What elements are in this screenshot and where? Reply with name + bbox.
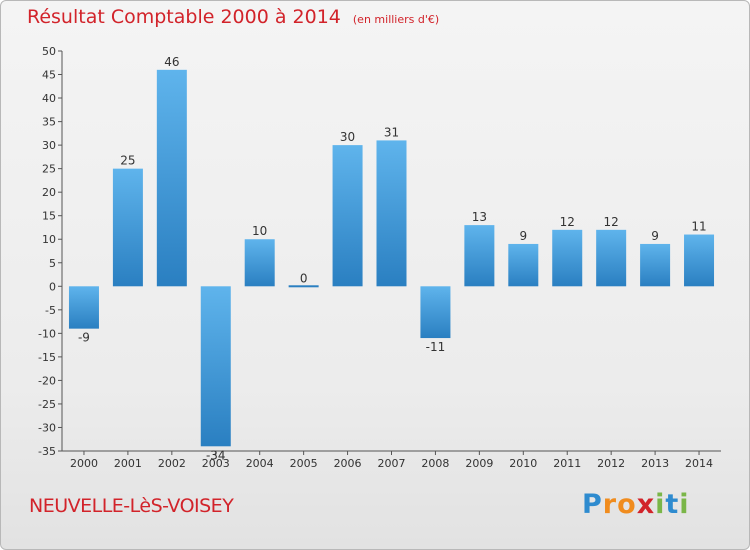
y-tick-label: 20 [42, 186, 56, 199]
y-tick-label: 15 [42, 210, 56, 223]
data-label: 30 [340, 130, 355, 144]
data-label: 10 [252, 224, 267, 238]
x-tick-label: 2008 [421, 457, 449, 470]
logo-letter: i [655, 489, 666, 520]
y-tick-label: 25 [42, 163, 56, 176]
x-tick-label: 2005 [290, 457, 318, 470]
y-tick-label: -5 [45, 304, 56, 317]
commune-name: NEUVELLE-LèS-VOISEY [29, 495, 234, 517]
bar [376, 140, 407, 287]
bar [288, 285, 319, 288]
bar [244, 239, 275, 287]
bar [464, 225, 495, 287]
x-tick-label: 2006 [334, 457, 362, 470]
y-tick-label: 30 [42, 139, 56, 152]
chart-title: Résultat Comptable 2000 à 2014 [27, 6, 341, 28]
bar [68, 286, 99, 329]
chart-subtitle: (en milliers d'€) [352, 13, 440, 26]
x-tick-label: 2002 [158, 457, 186, 470]
bar [552, 229, 583, 287]
data-label: 0 [300, 271, 308, 285]
data-label: 12 [604, 215, 619, 229]
bar [156, 69, 187, 287]
data-label: -34 [206, 448, 226, 462]
y-tick-label: -25 [38, 398, 56, 411]
logo-letter: t [665, 489, 680, 520]
y-tick-label: 0 [49, 280, 56, 293]
chart-bars [68, 69, 715, 447]
bar [200, 286, 231, 447]
data-label: 12 [560, 215, 575, 229]
data-label: -9 [78, 331, 90, 345]
logo-letter: x [636, 489, 656, 520]
data-label: 11 [691, 220, 706, 234]
y-tick-label: 5 [49, 257, 56, 270]
y-tick-label: -15 [38, 351, 56, 364]
bar [420, 286, 451, 339]
bar [332, 145, 363, 287]
x-tick-label: 2010 [509, 457, 537, 470]
data-label: 31 [384, 125, 399, 139]
x-tick-label: 2003 [202, 457, 230, 470]
y-tick-label: -30 [38, 421, 56, 434]
logo-letter: P [582, 489, 603, 520]
data-label: 46 [164, 55, 179, 69]
x-tick-label: 2011 [553, 457, 581, 470]
y-tick-label: -10 [38, 327, 56, 340]
x-tick-label: 2013 [641, 457, 669, 470]
y-tick-label: -35 [38, 445, 56, 458]
y-tick-label: 40 [42, 92, 56, 105]
data-label: 9 [651, 229, 659, 243]
x-tick-label: 2009 [465, 457, 493, 470]
x-tick-label: 2001 [114, 457, 142, 470]
bar [684, 234, 715, 287]
y-tick-label: 45 [42, 69, 56, 82]
data-label: -11 [426, 340, 446, 354]
y-tick-label: -20 [38, 374, 56, 387]
chart-data-labels: -9 25 46 -34 10 0 30 31 -11 13 9 12 12 9 11 [78, 55, 707, 462]
chart-axes: 50454035302520151050-5-10-15-20-25-30-35… [38, 45, 721, 470]
logo-letter: r [602, 489, 618, 520]
y-tick-label: 35 [42, 116, 56, 129]
proxiti-logo: Proxiti [582, 489, 690, 520]
chart-title-block: Résultat Comptable 2000 à 2014 (en milli… [27, 6, 439, 28]
logo-letter: o [617, 489, 637, 520]
y-tick-label: 10 [42, 233, 56, 246]
bar [112, 168, 143, 287]
data-label: 25 [120, 154, 135, 168]
data-label: 13 [472, 210, 487, 224]
bar [640, 243, 671, 287]
x-tick-label: 2007 [378, 457, 406, 470]
y-tick-label: 50 [42, 45, 56, 58]
logo-letter: i [679, 489, 690, 520]
x-tick-label: 2014 [685, 457, 713, 470]
bar [508, 243, 539, 287]
x-tick-label: 2004 [246, 457, 274, 470]
data-label: 9 [519, 229, 527, 243]
x-tick-label: 2012 [597, 457, 625, 470]
x-tick-label: 2000 [70, 457, 98, 470]
bar [596, 229, 627, 287]
